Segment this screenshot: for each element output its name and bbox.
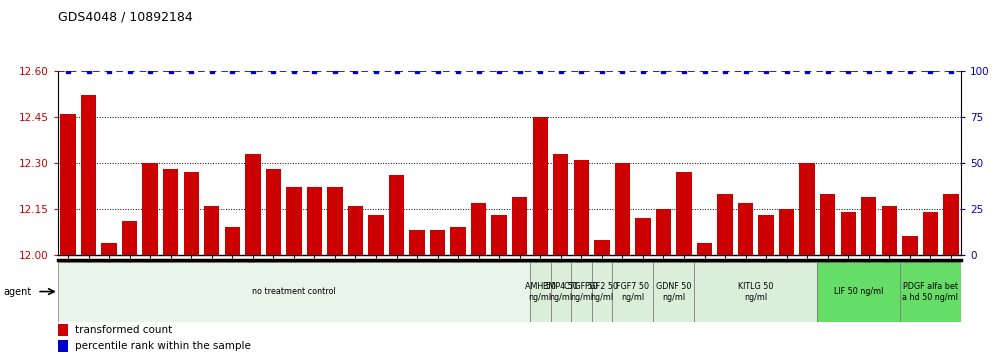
Bar — [943, 194, 958, 255]
Bar — [574, 160, 589, 255]
Bar — [61, 114, 76, 255]
Bar — [553, 154, 569, 255]
Bar — [512, 196, 528, 255]
Bar — [369, 215, 383, 255]
Bar — [348, 206, 364, 255]
Bar — [328, 187, 343, 255]
Bar — [635, 218, 650, 255]
Bar — [307, 187, 322, 255]
Text: transformed count: transformed count — [75, 325, 172, 336]
Bar — [694, 262, 818, 322]
Bar — [800, 163, 815, 255]
Text: CTGF 50
ng/ml: CTGF 50 ng/ml — [565, 281, 599, 302]
Bar — [653, 262, 694, 322]
Bar — [595, 240, 610, 255]
Text: KITLG 50
ng/ml: KITLG 50 ng/ml — [738, 281, 774, 302]
Bar — [615, 163, 630, 255]
Bar — [551, 262, 571, 322]
Bar — [58, 324, 68, 336]
Text: GDS4048 / 10892184: GDS4048 / 10892184 — [58, 11, 192, 24]
Bar — [102, 242, 117, 255]
Bar — [899, 262, 961, 322]
Bar — [471, 203, 486, 255]
Bar — [204, 206, 219, 255]
Bar — [163, 169, 178, 255]
Bar — [738, 203, 753, 255]
Bar — [224, 227, 240, 255]
Bar — [697, 242, 712, 255]
Bar — [841, 212, 856, 255]
Bar — [881, 206, 897, 255]
Bar — [286, 187, 302, 255]
Bar — [81, 95, 97, 255]
Text: GDNF 50
ng/ml: GDNF 50 ng/ml — [656, 281, 691, 302]
Text: PDGF alfa bet
a hd 50 ng/ml: PDGF alfa bet a hd 50 ng/ml — [902, 281, 958, 302]
Text: percentile rank within the sample: percentile rank within the sample — [75, 341, 251, 351]
Bar — [142, 163, 157, 255]
Bar — [655, 209, 671, 255]
Bar — [779, 209, 795, 255]
Bar — [266, 169, 281, 255]
Bar — [820, 194, 836, 255]
Bar — [450, 227, 466, 255]
Bar — [58, 262, 530, 322]
Text: AMH 50
ng/ml: AMH 50 ng/ml — [525, 281, 556, 302]
Bar — [571, 262, 592, 322]
Bar — [758, 215, 774, 255]
Bar — [613, 262, 653, 322]
Bar — [717, 194, 733, 255]
Bar — [245, 154, 261, 255]
Text: FGF7 50
ng/ml: FGF7 50 ng/ml — [617, 281, 649, 302]
Bar — [388, 175, 404, 255]
Text: BMP4 50
ng/ml: BMP4 50 ng/ml — [544, 281, 578, 302]
Text: LIF 50 ng/ml: LIF 50 ng/ml — [834, 287, 883, 296]
Bar — [533, 117, 548, 255]
Bar — [430, 230, 445, 255]
Bar — [818, 262, 899, 322]
Bar — [58, 340, 68, 352]
Bar — [592, 262, 613, 322]
Bar — [922, 212, 938, 255]
Bar — [122, 221, 137, 255]
Text: FGF2 50
ng/ml: FGF2 50 ng/ml — [586, 281, 619, 302]
Bar — [409, 230, 424, 255]
Bar — [530, 262, 551, 322]
Bar — [491, 215, 507, 255]
Bar — [183, 172, 199, 255]
Text: no treatment control: no treatment control — [252, 287, 336, 296]
Bar — [676, 172, 691, 255]
Text: agent: agent — [3, 286, 31, 297]
Bar — [862, 196, 876, 255]
Bar — [902, 236, 917, 255]
